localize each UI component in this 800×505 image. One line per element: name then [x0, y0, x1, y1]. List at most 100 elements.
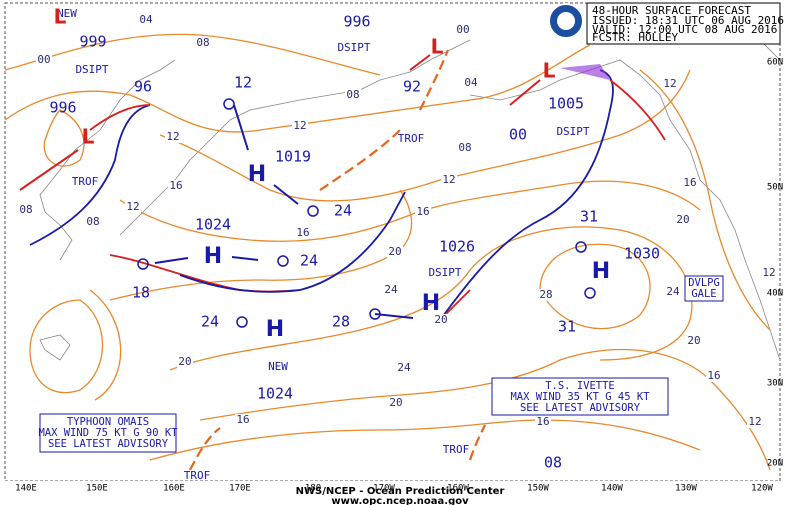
isobar-label: 20 [676, 213, 689, 226]
isobar-label: 04 [139, 13, 153, 26]
map-label: 24 [334, 202, 352, 220]
map-label: TROF [184, 469, 211, 482]
map-label: 1026 [439, 238, 475, 256]
isobar-label-bg [295, 227, 311, 239]
latitude-label: 20N [767, 459, 783, 469]
isobar-label-bg [463, 77, 479, 89]
advisory-text: T.S. IVETTE [545, 380, 615, 392]
isobar-label-bg [85, 216, 101, 228]
map-label: 996 [49, 99, 76, 117]
isobar-label: 04 [464, 76, 478, 89]
map-label: H [266, 317, 284, 342]
isobar-label: 08 [19, 203, 32, 216]
longitude-label: 150E [86, 484, 108, 494]
isobar-label-bg [682, 177, 698, 189]
longitude-label: 120W [751, 484, 773, 494]
footer-url: www.opc.ncep.noaa.gov [331, 496, 469, 505]
isobar-label: 12 [442, 173, 455, 186]
latitude-label: 60N [767, 58, 783, 68]
map-label: L [54, 5, 67, 29]
map-label: 1030 [624, 245, 660, 263]
footer-band [5, 481, 780, 503]
map-label: 996 [343, 13, 370, 31]
advisory-text: MAX WIND 75 KT G 90 KT [38, 427, 178, 439]
isobar-label-bg [455, 24, 471, 36]
isobar-label: 12 [126, 200, 139, 213]
isobar-label-bg [177, 356, 193, 368]
isobar-label-bg [138, 14, 154, 26]
advisory-text: MAX WIND 35 KT G 45 KT [510, 391, 650, 403]
isobar-label-bg [383, 284, 399, 296]
header-line: FCSTR: HOLLEY [592, 31, 678, 44]
isobar-label-bg [747, 416, 763, 428]
map-label: H [204, 244, 222, 269]
map-label: TROF [72, 175, 99, 188]
map-label: 31 [580, 208, 598, 226]
header-line: VALID: 12:00 UTC 08 AUG 2016 [592, 23, 777, 36]
map-label: H [592, 259, 610, 284]
longitude-label: 150W [527, 484, 549, 494]
isobar-label-bg [761, 267, 777, 279]
isobar-label-bg [168, 180, 184, 192]
isobar-label-bg [235, 414, 251, 426]
advisory-text: SEE LATEST ADVISORY [520, 402, 641, 414]
noaa-logo [548, 3, 584, 39]
isobar-label-bg [388, 397, 404, 409]
map-label: 1019 [275, 148, 311, 166]
isobar-label: 24 [384, 283, 398, 296]
longitude-label: 140E [15, 484, 37, 494]
isobar-label: 12 [762, 266, 775, 279]
map-label: 31 [558, 318, 576, 336]
isobar-label: 08 [196, 36, 209, 49]
isobar-label-bg [706, 370, 722, 382]
map-label: L [431, 35, 444, 59]
isobar-label: 16 [536, 415, 549, 428]
map-label: 1024 [257, 385, 293, 403]
fronts [29, 49, 666, 471]
isobar-label-bg [415, 206, 431, 218]
map-label: 96 [134, 78, 152, 96]
map-label: 08 [544, 454, 562, 472]
isobar-label-bg [195, 37, 211, 49]
isobars [4, 33, 771, 471]
map-label: H [422, 291, 440, 316]
isobar-label: 20 [389, 396, 402, 409]
longitude-label: 140W [601, 484, 623, 494]
isobar-label: 12 [663, 77, 676, 90]
map-label: DSIPT [75, 63, 108, 76]
advisory-text: GALE [691, 288, 716, 300]
map-label: L [543, 59, 556, 83]
isobar-label-bg [535, 416, 551, 428]
isobar-label-bg [538, 289, 554, 301]
map-label: NEW [268, 360, 288, 373]
isobar-label: 16 [416, 205, 429, 218]
header-line: ISSUED: 18:31 UTC 06 AUG 2016 [592, 14, 784, 27]
longitude-label: 160W [447, 484, 469, 494]
longitude-label: 180 [305, 484, 321, 494]
isobar-label-bg [18, 204, 34, 216]
map-label: DSIPT [428, 266, 461, 279]
isobar-label: 08 [346, 88, 359, 101]
latitude-label: 40N [767, 289, 783, 299]
isobar-label: 20 [687, 334, 700, 347]
coastlines [39, 5, 781, 361]
map-label: 12 [234, 74, 252, 92]
isobar-label: 16 [296, 226, 309, 239]
advisory-text: TYPHOON OMAIS [67, 416, 149, 428]
isobar-label-bg [125, 201, 141, 213]
map-label: 999 [79, 33, 106, 51]
isobar-label: 20 [388, 245, 401, 258]
map-label: 1024 [195, 216, 231, 234]
isobar-label-bg [345, 89, 361, 101]
map-label: 00 [509, 126, 527, 144]
isobar-label-bg [387, 246, 403, 258]
isobar-label-bg [675, 214, 691, 226]
map-label: TROF [443, 443, 470, 456]
map-label: TROF [398, 132, 425, 145]
map-label: DSIPT [556, 125, 589, 138]
latitude-label: 50N [767, 183, 783, 193]
isobar-label: 12 [748, 415, 761, 428]
isobar-label: 16 [169, 179, 182, 192]
map-label: 24 [300, 252, 318, 270]
